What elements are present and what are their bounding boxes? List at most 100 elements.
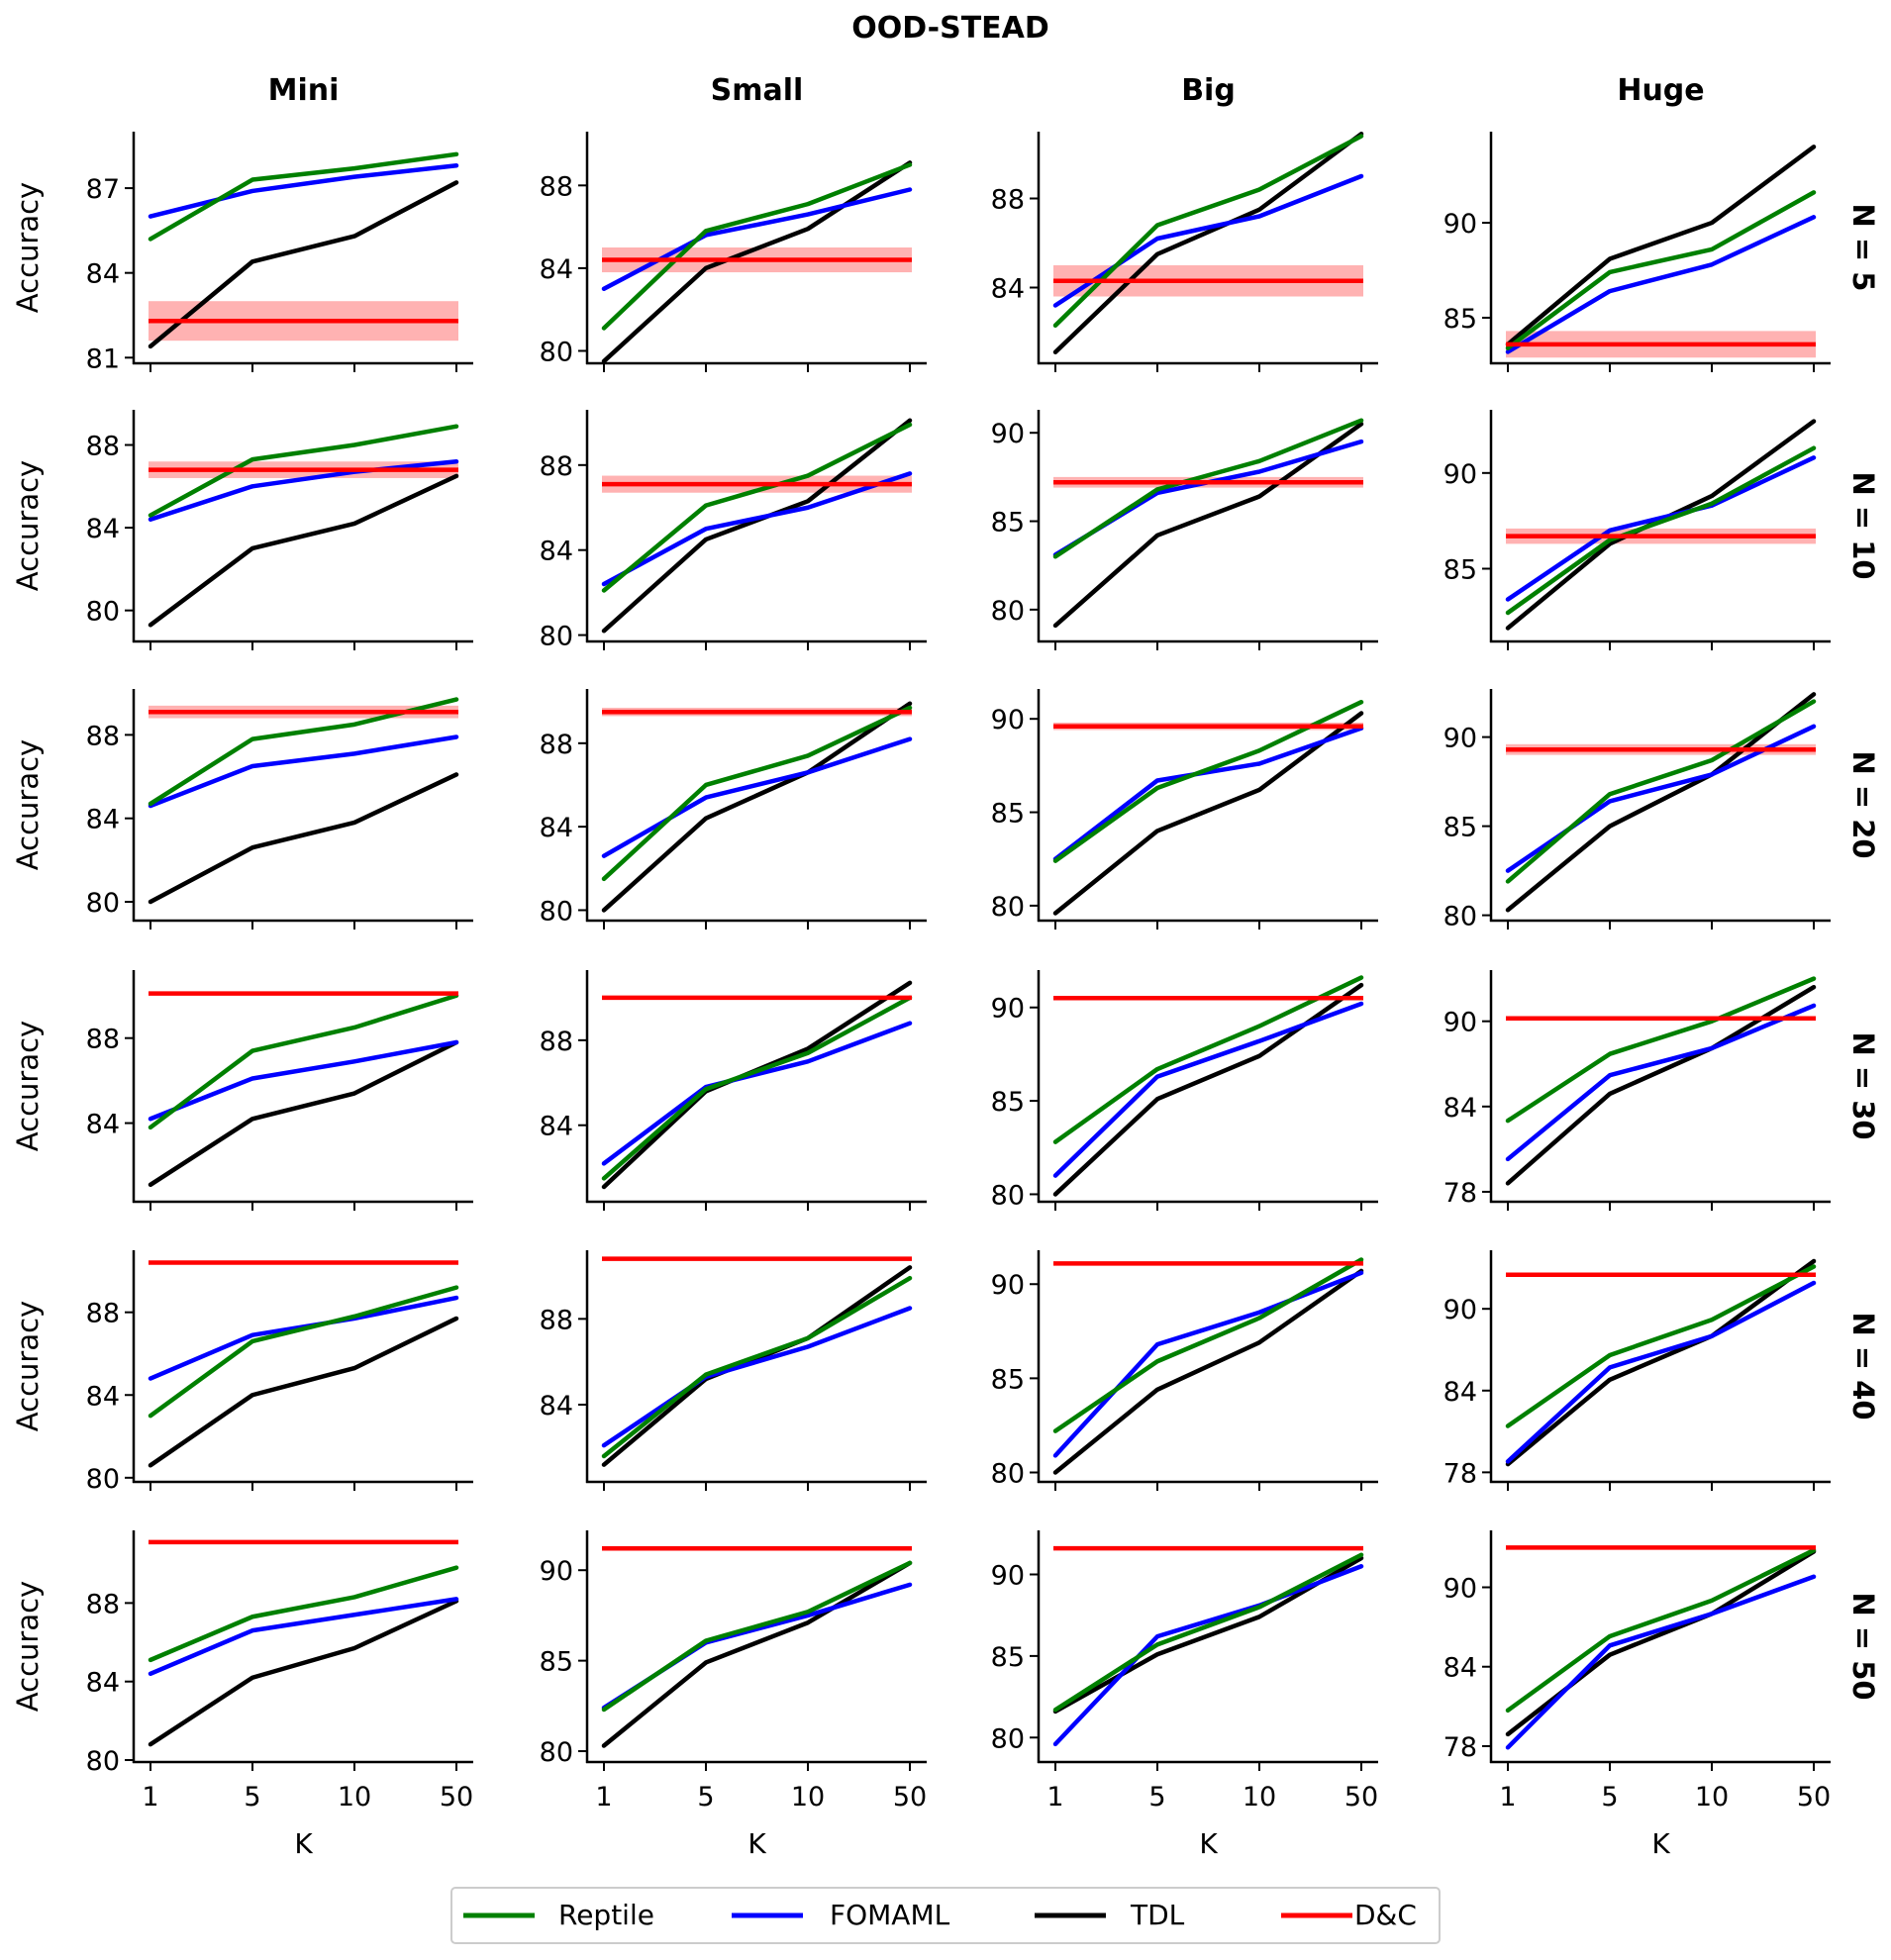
series-line-reptile [148, 151, 459, 242]
series-line-reptile [1505, 445, 1817, 616]
data-point-fomaml [1054, 305, 1056, 306]
panel-n-40-mini: 80 84 88 Accuracy [11, 1250, 473, 1495]
data-point-fomaml [1258, 1312, 1260, 1314]
series-line-fomaml [148, 1039, 459, 1122]
y-tick-label: 90 [540, 1556, 573, 1587]
y-tick-label: 90 [991, 419, 1025, 449]
data-point-reptile [1609, 793, 1611, 795]
y-tick-label: 84 [86, 259, 120, 290]
row-label-n-40: N = 40 [1846, 1312, 1880, 1420]
data-point-fomaml [1507, 1158, 1509, 1160]
data-point-fomaml [1156, 1076, 1158, 1078]
data-point-reptile [353, 167, 355, 169]
data-point-fomaml [1813, 1282, 1815, 1284]
y-tick-label: 90 [1443, 1295, 1477, 1325]
data-point-tdl [1258, 1055, 1260, 1057]
data-point-fomaml [1360, 175, 1362, 177]
y-tick-label: 78 [1443, 1732, 1477, 1763]
data-point-fomaml [909, 738, 911, 740]
data-point-reptile [1609, 271, 1611, 273]
data-point-tdl [1609, 826, 1611, 828]
data-point-fomaml [1258, 471, 1260, 473]
panel-n-10-huge: 85 90 N = 10 [1443, 410, 1880, 650]
data-point-reptile [1258, 189, 1260, 190]
data-point-reptile [353, 444, 355, 446]
data-point-reptile [353, 1027, 355, 1029]
x-tick-label: 1 [142, 1782, 158, 1813]
x-axis-label: K [294, 1827, 313, 1860]
data-point-reptile [1507, 1425, 1509, 1427]
data-point-reptile [1156, 1360, 1158, 1362]
data-point-fomaml [149, 216, 151, 218]
data-point-tdl [705, 267, 707, 269]
data-point-tdl [1360, 984, 1362, 986]
y-tick-label: 80 [540, 622, 573, 652]
data-point-tdl [1156, 253, 1158, 255]
data-point-tdl [353, 236, 355, 238]
data-point-reptile [1711, 759, 1713, 761]
y-tick-label: 85 [991, 1642, 1025, 1673]
series-line-tdl [148, 772, 459, 905]
data-point-tdl [1054, 1193, 1056, 1195]
series-line-tdl [601, 160, 913, 364]
data-point-fomaml [251, 1629, 253, 1631]
panel-n-40-small: 84 88 [540, 1250, 927, 1491]
data-point-fomaml [1507, 350, 1509, 352]
data-point-reptile [1054, 860, 1056, 862]
data-point-tdl [1156, 1389, 1158, 1391]
data-point-fomaml [455, 1598, 457, 1600]
data-point-reptile [1360, 136, 1362, 137]
y-axis-label: Accuracy [11, 182, 45, 313]
data-point-fomaml [1258, 762, 1260, 764]
data-point-fomaml [807, 214, 809, 216]
data-point-tdl [251, 547, 253, 549]
data-point-tdl [353, 523, 355, 525]
y-tick-label: 80 [540, 896, 573, 927]
data-point-fomaml [1813, 1576, 1815, 1578]
data-point-fomaml [1711, 1613, 1713, 1615]
data-point-tdl [1507, 627, 1509, 629]
data-point-tdl [1813, 421, 1815, 423]
data-point-fomaml [1054, 1454, 1056, 1456]
series-line-tdl [1052, 1555, 1364, 1715]
column-title-small: Small [711, 73, 804, 108]
y-tick-label: 85 [1443, 555, 1477, 586]
y-axis-label: Accuracy [11, 1021, 45, 1151]
x-tick-label: 1 [595, 1782, 612, 1813]
x-axis-label: K [1651, 1827, 1670, 1860]
data-point-fomaml [603, 1162, 605, 1164]
data-point-fomaml [1156, 1343, 1158, 1345]
x-tick-label: 5 [697, 1782, 714, 1813]
data-point-tdl [909, 703, 911, 705]
y-tick-label: 88 [86, 1589, 120, 1619]
panel-n-20-big: 80 85 90 [991, 689, 1378, 930]
panel-n-50-big: 80 85 90 1 5 10 50 K [991, 1530, 1378, 1860]
data-point-tdl [1258, 1341, 1260, 1343]
series-line-fomaml [148, 1597, 459, 1677]
y-tick-label: 88 [540, 1305, 573, 1335]
data-point-fomaml [251, 1077, 253, 1079]
series-line-tdl [148, 180, 459, 349]
data-point-fomaml [149, 1118, 151, 1120]
series-line-fomaml [148, 458, 459, 522]
series-line-tdl [148, 473, 459, 628]
y-tick-label: 84 [540, 537, 573, 567]
x-axis-label: K [1199, 1827, 1218, 1860]
data-point-fomaml [353, 1060, 355, 1062]
series-line-reptile [148, 1565, 459, 1663]
y-tick-label: 90 [991, 1560, 1025, 1591]
data-point-reptile [909, 163, 911, 165]
data-point-tdl [1711, 222, 1713, 224]
data-point-tdl [1609, 258, 1611, 260]
x-tick-label: 50 [893, 1782, 927, 1813]
row-label-n-20: N = 20 [1846, 750, 1880, 858]
y-tick-label: 90 [1443, 209, 1477, 240]
data-point-reptile [149, 238, 151, 240]
y-tick-label: 84 [540, 1112, 573, 1142]
data-point-fomaml [807, 1346, 809, 1347]
data-point-reptile [1360, 1554, 1362, 1556]
data-point-fomaml [1507, 1746, 1509, 1748]
data-point-fomaml [603, 1444, 605, 1446]
data-point-fomaml [1813, 726, 1815, 728]
y-axis-label: Accuracy [11, 460, 45, 591]
